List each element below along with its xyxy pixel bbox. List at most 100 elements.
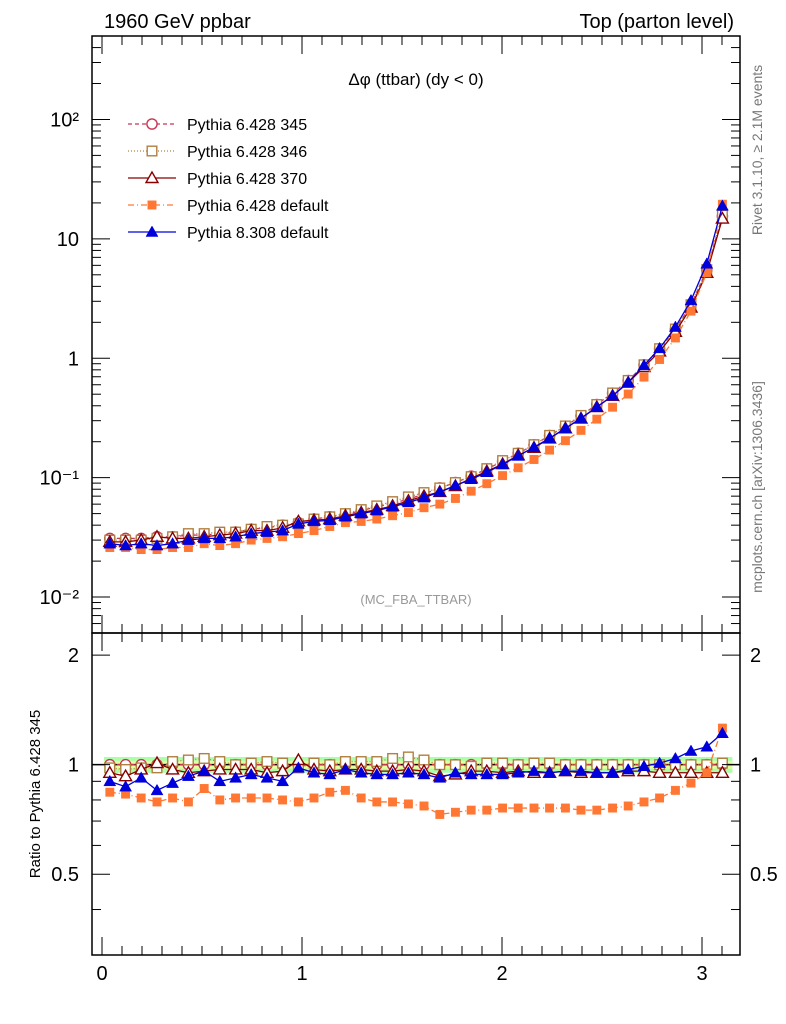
- data-point: [370, 504, 384, 516]
- ratio-point: [370, 767, 384, 780]
- legend-marker: [147, 200, 157, 210]
- ratio-point: [262, 793, 272, 803]
- ratio-point: [372, 797, 382, 807]
- xtick-label: 1: [296, 963, 307, 985]
- ratio-point: [702, 768, 712, 778]
- data-point: [293, 529, 303, 539]
- ratio-point: [182, 754, 194, 766]
- ratio-point: [668, 765, 683, 778]
- ratio-point: [419, 801, 429, 811]
- ratio-point: [338, 762, 352, 775]
- ratio-point: [686, 778, 696, 788]
- legend-label: Pythia 8.308 default: [187, 225, 329, 242]
- ratio-point: [198, 752, 210, 764]
- ratio-point: [150, 783, 164, 796]
- data-point: [435, 499, 445, 509]
- ratio-point: [199, 784, 209, 793]
- ratio-point: [498, 803, 508, 813]
- ratio-point: [168, 793, 178, 803]
- ratio-point: [387, 752, 399, 764]
- ratio-point: [291, 761, 305, 773]
- data-point: [150, 539, 164, 551]
- data-point: [388, 511, 398, 521]
- legend-label: Pythia 6.428 default: [187, 198, 329, 215]
- main-ytick-label: 10⁻¹: [40, 468, 80, 490]
- ratio-point: [482, 805, 492, 815]
- main-ytick-label: 10⁻²: [40, 587, 80, 609]
- data-point: [291, 517, 305, 529]
- ratio-point: [401, 766, 415, 778]
- data-point: [401, 495, 415, 508]
- ratio-point: [715, 726, 729, 738]
- ratio-point: [261, 756, 273, 768]
- data-point: [309, 526, 319, 536]
- ratio-point: [276, 774, 290, 787]
- xtick-label: 2: [496, 963, 507, 985]
- ratio-point: [560, 803, 570, 813]
- ratio-point: [215, 795, 225, 805]
- ratio-point: [466, 805, 476, 815]
- data-point: [181, 533, 195, 545]
- data-point: [715, 199, 729, 211]
- ratio-point: [354, 766, 368, 778]
- ratio-point: [464, 767, 478, 780]
- ratio-point: [293, 797, 303, 807]
- ratio-point: [417, 767, 431, 780]
- ratio-frame: [91, 632, 741, 956]
- ratio-point: [496, 767, 510, 780]
- ratio-ytick-label: 0.5: [51, 864, 79, 886]
- data-point: [655, 355, 665, 364]
- data-point: [621, 375, 635, 387]
- ratio-point: [165, 762, 180, 775]
- ratio-point: [652, 765, 667, 778]
- ratio-point: [356, 793, 366, 803]
- ratio-point: [260, 771, 274, 783]
- data-point: [433, 485, 447, 497]
- ratio-point: [527, 764, 541, 776]
- data-point: [529, 455, 539, 464]
- ratio-point: [545, 803, 555, 813]
- data-point: [119, 539, 133, 551]
- ratio-point: [134, 771, 148, 783]
- ratio-point: [606, 766, 620, 778]
- data-point: [403, 508, 413, 518]
- data-point: [670, 333, 680, 343]
- data-point: [637, 358, 651, 371]
- data-point: [606, 389, 620, 401]
- data-point: [354, 507, 368, 519]
- series-ratio-4: [103, 726, 729, 796]
- ratio-point: [323, 767, 337, 780]
- data-point: [134, 537, 148, 549]
- ratio-point: [105, 787, 115, 797]
- ratio-point: [434, 759, 446, 771]
- main-ytick-label: 10: [57, 229, 79, 251]
- ratio-point: [152, 797, 162, 807]
- ratio-point: [244, 767, 258, 780]
- ratio-panel: 2 2 1 1 0.5 0.5: [51, 632, 778, 956]
- ratio-ytick-label-right: 0.5: [750, 864, 778, 886]
- data-point: [700, 257, 714, 269]
- series-ratio-line: [109, 732, 723, 792]
- data-point: [276, 524, 290, 536]
- series-ratio-line: [109, 756, 723, 771]
- ratio-point: [511, 766, 525, 778]
- ratio-point: [558, 764, 572, 776]
- ratio-point: [608, 803, 618, 813]
- series-ratio-line: [109, 759, 723, 777]
- ratio-point: [340, 785, 350, 795]
- data-point: [527, 440, 541, 452]
- ratio-point: [183, 797, 193, 807]
- ratio-point: [576, 805, 586, 815]
- ratio-point: [386, 767, 400, 780]
- data-point: [417, 491, 431, 503]
- data-point: [543, 431, 557, 443]
- ratio-point: [166, 776, 180, 788]
- legend-label: Pythia 6.428 346: [187, 144, 307, 161]
- ratio-point: [623, 801, 633, 811]
- xtick-label: 3: [696, 963, 707, 985]
- data-point: [372, 514, 382, 524]
- ratio-point: [543, 766, 557, 778]
- legend: Pythia 6.428 345 Pythia 6.428 346 Pythia 6…: [128, 117, 329, 242]
- header-left: 1960 GeV ppbar: [104, 11, 251, 33]
